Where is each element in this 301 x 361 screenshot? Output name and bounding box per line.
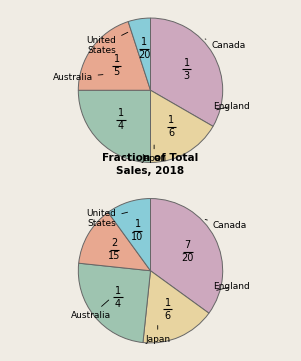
Text: 6: 6	[168, 128, 175, 138]
Text: 1: 1	[118, 108, 124, 118]
Text: 1: 1	[113, 54, 120, 64]
Text: 6: 6	[164, 310, 171, 321]
Text: 5: 5	[113, 67, 120, 77]
Text: 1: 1	[184, 58, 190, 68]
Text: England: England	[213, 102, 250, 110]
Wedge shape	[108, 199, 150, 271]
Title: Fraction of Total
Sales, 2018: Fraction of Total Sales, 2018	[102, 153, 199, 175]
Wedge shape	[78, 22, 150, 90]
Text: 1: 1	[115, 286, 121, 296]
Text: Japan: Japan	[145, 326, 170, 344]
Text: England: England	[213, 282, 250, 291]
Text: United
States: United States	[86, 32, 128, 55]
Text: Australia: Australia	[71, 300, 111, 320]
Text: 15: 15	[108, 251, 120, 261]
Text: 1: 1	[168, 115, 175, 125]
Wedge shape	[78, 90, 150, 162]
Wedge shape	[78, 263, 150, 343]
Text: 20: 20	[182, 253, 194, 263]
Text: Canada: Canada	[205, 39, 246, 50]
Text: 2: 2	[111, 238, 117, 248]
Text: 1: 1	[164, 297, 171, 308]
Text: Australia: Australia	[52, 73, 103, 82]
Text: 10: 10	[132, 232, 144, 243]
Wedge shape	[150, 90, 213, 162]
Text: 1: 1	[135, 219, 141, 230]
Text: Japan: Japan	[141, 145, 167, 163]
Text: 4: 4	[118, 121, 124, 131]
Text: 20: 20	[138, 51, 150, 60]
Wedge shape	[128, 18, 150, 90]
Wedge shape	[150, 199, 223, 313]
Wedge shape	[143, 271, 209, 343]
Wedge shape	[150, 18, 223, 126]
Text: 3: 3	[184, 71, 190, 81]
Text: United
States: United States	[86, 209, 128, 229]
Text: 4: 4	[115, 299, 121, 309]
Text: Canada: Canada	[205, 219, 247, 230]
Text: 7: 7	[185, 240, 191, 250]
Wedge shape	[79, 212, 150, 271]
Text: 1: 1	[141, 38, 147, 47]
